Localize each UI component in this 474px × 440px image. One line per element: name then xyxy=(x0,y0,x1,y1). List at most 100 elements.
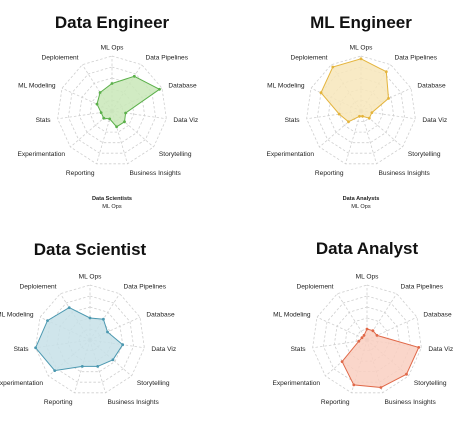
axis-label-experimentation: Experimentation xyxy=(0,380,43,387)
data-point xyxy=(359,57,363,61)
axis-label-ml-ops: ML Ops xyxy=(350,45,374,52)
axis-label-experimentation: Experimentation xyxy=(266,151,314,158)
axis-label-data-pipelines: Data Pipelines xyxy=(395,54,438,61)
axis-label-stats: Stats xyxy=(285,117,301,124)
axis-spoke xyxy=(360,110,377,164)
axis-label-data-pipelines: Data Pipelines xyxy=(401,283,444,290)
data-point xyxy=(337,112,341,116)
data-point xyxy=(67,306,71,309)
data-point xyxy=(111,358,115,362)
data-point xyxy=(132,74,136,78)
axis-label-data-viz: Data Viz xyxy=(173,117,198,124)
data-point xyxy=(108,117,112,121)
data-point xyxy=(417,346,421,349)
chart-note-text: ML Ops xyxy=(351,204,371,210)
axis-spoke xyxy=(316,316,368,341)
axis-label-ml-ops: ML Ops xyxy=(101,45,125,52)
chart-title: ML Engineer xyxy=(310,13,412,32)
axis-label-ml-modeling: ML Modeling xyxy=(267,83,305,90)
axis-label-data-pipelines: Data Pipelines xyxy=(146,54,189,61)
axis-label-reporting: Reporting xyxy=(44,399,73,406)
axis-label-reporting: Reporting xyxy=(315,170,344,177)
data-point xyxy=(358,114,361,118)
axis-label-deploiement: Deploiement xyxy=(41,54,78,61)
axis-label-database: Database xyxy=(423,312,452,319)
axis-label-ml-modeling: ML Modeling xyxy=(0,312,34,319)
series-area xyxy=(96,75,161,128)
data-point xyxy=(158,87,161,91)
radar-chart-data-engineer: ML Ops Data Pipelines Database Data Viz Stor… xyxy=(17,13,198,210)
data-point xyxy=(370,111,374,114)
series-area xyxy=(320,58,390,123)
axis-label-reporting: Reporting xyxy=(66,170,95,177)
chart-note-text: ML Ops xyxy=(102,204,122,210)
axis-label-deploiement: Deploiement xyxy=(296,283,333,290)
axis-label-stats: Stats xyxy=(291,346,307,353)
axis-label-database: Database xyxy=(146,312,175,319)
data-point xyxy=(357,339,361,343)
data-point xyxy=(405,372,408,376)
data-point xyxy=(99,111,103,114)
chart-note-heading: Data Scientists xyxy=(92,196,132,202)
data-point xyxy=(360,336,364,340)
radar-chart-ml-engineer: ML Ops Data Pipelines Database Data Viz Stor… xyxy=(266,13,447,210)
chart-title: Data Analyst xyxy=(316,239,419,258)
data-point xyxy=(371,329,375,333)
axis-label-ml-modeling: ML Modeling xyxy=(18,83,56,90)
data-point xyxy=(80,365,84,368)
data-point xyxy=(352,383,356,387)
data-point xyxy=(53,369,57,372)
data-point xyxy=(384,70,388,74)
data-point xyxy=(379,386,383,389)
axis-label-business-insights: Business Insights xyxy=(385,399,437,406)
data-point xyxy=(362,334,366,337)
axis-label-storytelling: Storytelling xyxy=(408,151,441,158)
series-area xyxy=(341,328,420,389)
data-point xyxy=(367,116,371,120)
axis-spoke xyxy=(336,293,368,341)
grid-ring xyxy=(312,284,422,394)
data-point xyxy=(110,82,114,85)
axis-label-deploiement: Deploiement xyxy=(19,283,56,290)
data-point xyxy=(98,91,102,94)
axis-label-ml-modeling: ML Modeling xyxy=(273,312,311,319)
axis-label-data-viz: Data Viz xyxy=(428,346,453,353)
axis-label-storytelling: Storytelling xyxy=(414,380,447,387)
grid-ring xyxy=(306,55,416,165)
axis-label-database: Database xyxy=(168,83,197,90)
data-point xyxy=(121,343,125,347)
data-point xyxy=(95,102,99,106)
data-point xyxy=(347,120,350,124)
axis-label-database: Database xyxy=(417,83,446,90)
axis-label-data-viz: Data Viz xyxy=(422,117,447,124)
axis-label-stats: Stats xyxy=(14,346,30,353)
axis-label-business-insights: Business Insights xyxy=(108,399,160,406)
axis-label-deploiement: Deploiement xyxy=(290,54,327,61)
data-point xyxy=(34,346,37,350)
axis-label-data-pipelines: Data Pipelines xyxy=(124,283,167,290)
data-point xyxy=(46,319,49,322)
data-point xyxy=(340,360,344,363)
axis-label-experimentation: Experimentation xyxy=(272,380,320,387)
data-point xyxy=(106,330,109,334)
radar-chart-data-scientist: ML Ops Data Pipelines Database Data Viz Stor… xyxy=(0,240,176,406)
axis-label-storytelling: Storytelling xyxy=(137,380,170,387)
data-point xyxy=(361,114,364,118)
data-point xyxy=(102,317,105,321)
axis-label-data-viz: Data Viz xyxy=(151,346,176,353)
chart-note-heading: Data Analysts xyxy=(343,196,380,202)
data-point xyxy=(96,365,100,368)
axis-spoke xyxy=(345,110,362,164)
axis-label-stats: Stats xyxy=(36,117,52,124)
axis-label-experimentation: Experimentation xyxy=(17,151,65,158)
series-area xyxy=(35,307,124,372)
data-point xyxy=(365,327,369,331)
data-point xyxy=(375,334,379,337)
axis-label-business-insights: Business Insights xyxy=(379,170,431,177)
data-point xyxy=(387,97,390,100)
data-point xyxy=(115,125,118,129)
data-point xyxy=(88,316,92,320)
data-point xyxy=(331,65,335,69)
